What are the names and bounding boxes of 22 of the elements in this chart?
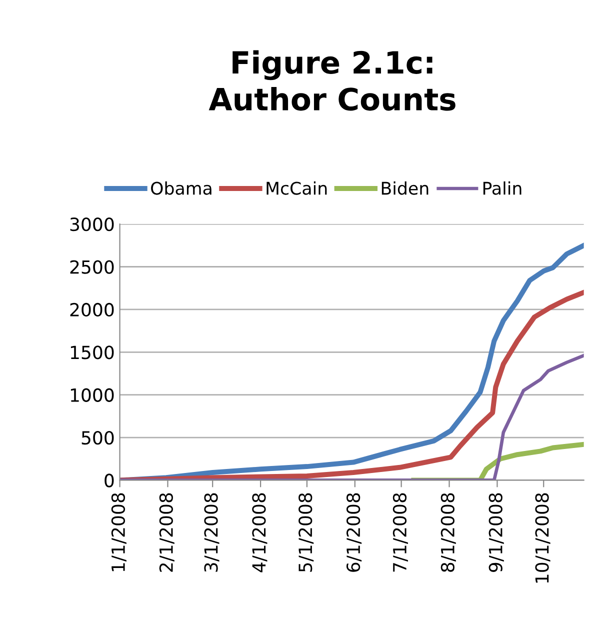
chart-title: Figure 2.1c: Author Counts — [208, 50, 456, 111]
y-tick-label: 1000 — [70, 388, 114, 402]
y-tick-label: 500 — [82, 430, 114, 445]
x-tick-label: 1/1/2008 — [111, 493, 126, 572]
x-tick-label: 8/1/2008 — [440, 493, 456, 572]
x-tick-label: 5/1/2008 — [298, 493, 314, 572]
x-tick-label: 10/1/2008 — [535, 493, 550, 583]
legend-label: Biden — [382, 181, 428, 195]
x-tick-label: 9/1/2008 — [488, 493, 504, 572]
x-tick-label: 3/1/2008 — [204, 493, 220, 572]
x-tick-label: 4/1/2008 — [252, 493, 268, 572]
x-tick-label: 7/1/2008 — [392, 493, 408, 572]
y-tick-label: 3000 — [70, 218, 114, 232]
x-tick-label: 6/1/2008 — [346, 493, 362, 572]
x-tick-label: 2/1/2008 — [159, 493, 174, 572]
legend-label: McCain — [266, 181, 327, 195]
legend-label: Obama — [151, 181, 212, 195]
y-tick-label: 1500 — [70, 346, 114, 360]
y-tick-label: 2000 — [70, 302, 114, 317]
legend-label: Palin — [483, 181, 522, 195]
y-tick-label: 0 — [104, 474, 114, 488]
y-tick-label: 2500 — [70, 260, 114, 274]
